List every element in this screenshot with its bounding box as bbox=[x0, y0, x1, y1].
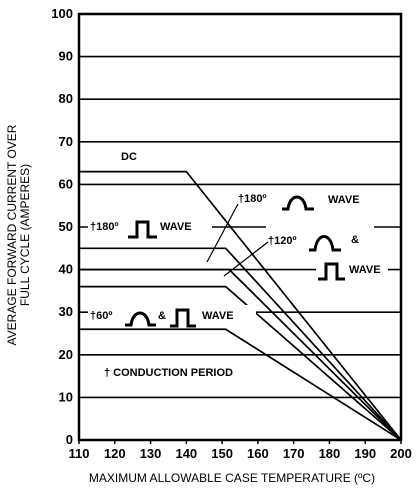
w60-amp-label: & bbox=[158, 310, 166, 322]
sine-wave-icon bbox=[282, 195, 314, 211]
sine-180-suffix-label: WAVE bbox=[328, 194, 360, 206]
x-tick-label: 180 bbox=[319, 446, 341, 461]
x-tick-label: 110 bbox=[69, 446, 90, 461]
square-120-suffix-label: WAVE bbox=[349, 264, 381, 276]
y-axis-subtitle: FULL CYCLE (AMPERES) bbox=[18, 164, 32, 306]
y-tick-label: 0 bbox=[66, 432, 73, 447]
sine-120-prefix-label: †120º bbox=[268, 235, 297, 247]
square-wave-icon bbox=[318, 262, 345, 281]
series-line bbox=[79, 268, 402, 441]
series-line bbox=[79, 328, 402, 441]
dc-label: DC bbox=[121, 151, 137, 163]
x-tick-label: 140 bbox=[175, 446, 197, 461]
x-axis-title: MAXIMUM ALLOWABLE CASE TEMPERATURE (ºC) bbox=[89, 471, 375, 485]
y-tick-label: 100 bbox=[51, 6, 73, 21]
x-tick-label: 190 bbox=[354, 446, 376, 461]
sine-180-prefix-label: †180º bbox=[238, 193, 267, 205]
sine-wave-icon bbox=[125, 311, 156, 327]
y-tick-label: 90 bbox=[59, 49, 73, 64]
y-tick-label: 20 bbox=[59, 347, 73, 362]
plot-frame bbox=[77, 12, 403, 442]
annotations: DC †180º WAVE †180º WAVE †120º & WAVE †6… bbox=[88, 148, 388, 380]
square-wave-icon bbox=[170, 308, 196, 328]
y-tick-label: 70 bbox=[59, 134, 73, 149]
w60-suffix-label: WAVE bbox=[202, 310, 234, 322]
x-tick-label: 160 bbox=[247, 446, 269, 461]
pointer-lines bbox=[206, 203, 269, 277]
x-tick-label: 200 bbox=[390, 446, 412, 461]
series-lines bbox=[79, 170, 402, 441]
y-tick-label: 40 bbox=[59, 262, 73, 277]
series-line bbox=[79, 285, 402, 441]
series-line bbox=[79, 247, 402, 441]
y-tick-label: 60 bbox=[59, 176, 73, 191]
square-180-suffix-label: WAVE bbox=[160, 221, 192, 233]
w60-prefix-label: †60º bbox=[90, 310, 112, 322]
tick-labels: 0 10 20 30 40 50 60 70 80 90 100 110 120 130 140 150 160… bbox=[51, 6, 412, 461]
sine-wave-icon bbox=[309, 235, 341, 252]
y-tick-label: 50 bbox=[59, 219, 73, 234]
x-tick-label: 120 bbox=[104, 446, 126, 461]
y-tick-label: 30 bbox=[59, 304, 73, 319]
y-tick-label: 80 bbox=[59, 91, 73, 106]
x-tick-label: 130 bbox=[140, 446, 162, 461]
x-tick-label: 150 bbox=[211, 446, 233, 461]
y-tick-label: 10 bbox=[59, 389, 73, 404]
sine-120-amp-label: & bbox=[351, 234, 359, 246]
conduction-period-note: † CONDUCTION PERIOD bbox=[104, 367, 233, 379]
square-180-prefix-label: †180º bbox=[90, 221, 119, 233]
square-wave-icon bbox=[128, 220, 157, 239]
y-axis-title: AVERAGE FORWARD CURRENT OVER bbox=[5, 124, 19, 345]
series-line bbox=[79, 170, 402, 441]
x-tick-label: 170 bbox=[283, 446, 305, 461]
